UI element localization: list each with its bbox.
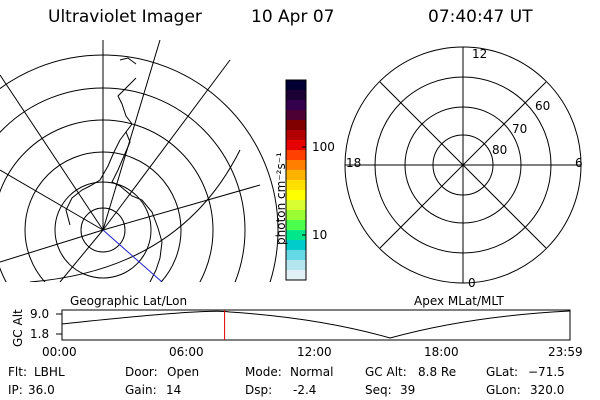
gc-alt-value: 8.8 Re bbox=[418, 365, 457, 379]
seq-value: 39 bbox=[400, 383, 416, 397]
glon-value: 320.0 bbox=[530, 383, 565, 397]
x-tick-0000: 00:00 bbox=[42, 345, 77, 359]
colorbar-segment bbox=[286, 100, 306, 111]
mode-label: Mode: bbox=[245, 365, 282, 379]
dsp-value: -2.4 bbox=[293, 383, 317, 397]
date-label: 10 Apr 07 bbox=[251, 7, 335, 27]
colorbar-segment bbox=[286, 250, 306, 261]
mode-value: Normal bbox=[290, 365, 334, 379]
colorbar-segment bbox=[286, 80, 306, 91]
time-label: 07:40:47 UT bbox=[428, 7, 533, 27]
seq-label: Seq: bbox=[365, 383, 392, 397]
filter-value: LBHL bbox=[34, 365, 65, 379]
colorbar-segment bbox=[286, 270, 306, 281]
colorbar-segment bbox=[286, 190, 306, 201]
apex-label: Apex MLat/MLT bbox=[414, 294, 504, 308]
door-label: Door: bbox=[125, 365, 158, 379]
x-tick-2359: 23:59 bbox=[548, 345, 583, 359]
colorbar-segment bbox=[286, 170, 306, 181]
colorbar-segment bbox=[286, 150, 306, 161]
y-tick-1-8: 1.8 bbox=[30, 327, 50, 341]
gain-value: 14 bbox=[166, 383, 182, 397]
ip-value: 36.0 bbox=[28, 383, 55, 397]
lat-label-80: 80 bbox=[492, 143, 508, 157]
lat-label-60: 60 bbox=[535, 99, 551, 113]
y-tick-9: 9.0 bbox=[30, 307, 50, 321]
colorbar-tick-100: 100 bbox=[312, 140, 335, 154]
x-tick-0600: 06:00 bbox=[169, 345, 204, 359]
glat-value: −71.5 bbox=[528, 365, 565, 379]
colorbar-segment bbox=[286, 140, 306, 151]
colorbar-segment bbox=[286, 240, 306, 251]
faint-speckle: · bbox=[120, 266, 122, 274]
geographic-label: Geographic Lat/Lon bbox=[70, 294, 188, 308]
filter-label: Flt: bbox=[8, 365, 27, 379]
dsp-label: Dsp: bbox=[245, 383, 273, 397]
glon-label: GLon: bbox=[486, 383, 521, 397]
gc-alt-axis-label: GC Alt bbox=[11, 309, 25, 347]
colorbar-segment bbox=[286, 200, 306, 211]
lat-label-70: 70 bbox=[512, 122, 528, 136]
x-tick-1800: 18:00 bbox=[424, 345, 459, 359]
colorbar-segment bbox=[286, 220, 306, 231]
mlt-label-6: 6 bbox=[575, 156, 583, 170]
altitude-curve bbox=[61, 310, 571, 339]
door-value: Open bbox=[167, 365, 200, 379]
ip-label: IP: bbox=[8, 383, 23, 397]
altitude-plot bbox=[56, 309, 571, 341]
gc-alt-label: GC Alt: bbox=[365, 365, 407, 379]
magnetic-polar-map bbox=[344, 46, 582, 284]
colorbar-unit-label: photon cm⁻²s⁻¹ bbox=[274, 152, 288, 245]
colorbar-segment bbox=[286, 160, 306, 171]
colorbar-segment bbox=[286, 180, 306, 191]
mlt-label-12: 12 bbox=[472, 47, 488, 61]
colorbar-segment bbox=[286, 260, 306, 271]
mlt-label-0: 0 bbox=[468, 276, 476, 290]
x-tick-1200: 12:00 bbox=[297, 345, 332, 359]
mlt-label-18: 18 bbox=[346, 156, 362, 170]
antarctica-coastline bbox=[65, 130, 163, 282]
colorbar bbox=[285, 79, 307, 281]
glat-label: GLat: bbox=[486, 365, 519, 379]
colorbar-segment bbox=[286, 120, 306, 131]
colorbar-segment bbox=[286, 110, 306, 121]
colorbar-frame bbox=[285, 79, 307, 281]
gain-label: Gain: bbox=[125, 383, 157, 397]
geographic-map bbox=[0, 40, 279, 282]
colorbar-tick-10: 10 bbox=[312, 228, 328, 242]
colorbar-segment bbox=[286, 230, 306, 241]
colorbar-segment bbox=[286, 210, 306, 221]
colorbar-segment bbox=[286, 130, 306, 141]
instrument-title: Ultraviolet Imager bbox=[48, 7, 202, 27]
colorbar-segment bbox=[286, 90, 306, 101]
